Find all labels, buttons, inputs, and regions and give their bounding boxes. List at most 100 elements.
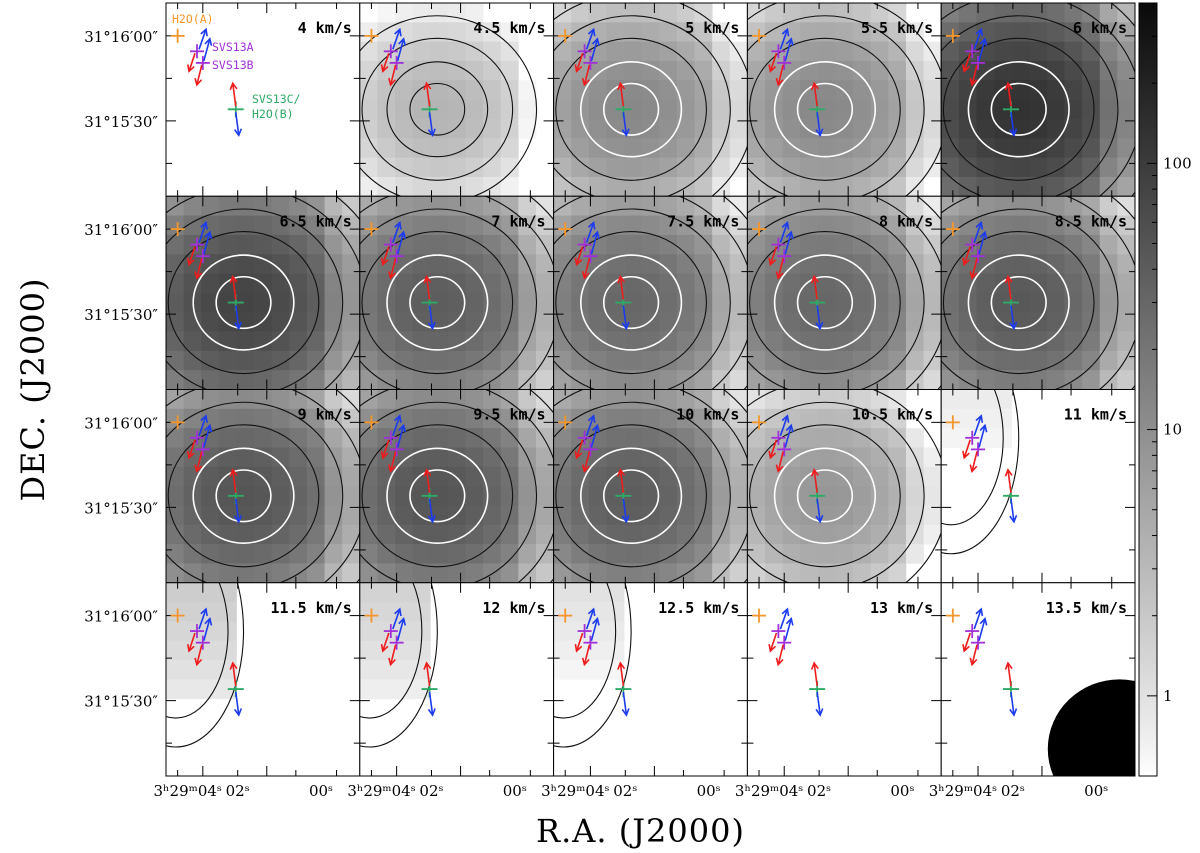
- heatmap-pixel: [782, 99, 801, 120]
- heatmap-pixel: [905, 428, 924, 448]
- contour-line: [553, 582, 617, 719]
- heatmap-pixel: [359, 370, 378, 390]
- heatmap-pixel: [835, 22, 854, 43]
- heatmap-pixel: [958, 196, 977, 216]
- outflow-arrow: [590, 230, 600, 255]
- heatmap-pixel: [994, 118, 1013, 139]
- heatmap-pixel: [641, 196, 660, 216]
- heatmap-pixel: [676, 138, 695, 158]
- heatmap-pixel: [1029, 350, 1048, 371]
- heatmap-pixel: [1029, 176, 1048, 197]
- heatmap-pixel: [958, 138, 977, 158]
- heatmap-pixel: [1064, 350, 1083, 371]
- heatmap-pixel: [324, 408, 343, 429]
- heatmap-pixel: [994, 389, 1013, 410]
- heatmap-pixel: [395, 447, 414, 468]
- heatmap-pixel: [694, 292, 713, 313]
- heatmap-pixel: [870, 41, 889, 62]
- heatmap-pixel: [395, 544, 414, 564]
- heatmap-pixel: [659, 80, 678, 101]
- heatmap-pixel: [553, 486, 572, 506]
- heatmap-pixel: [201, 486, 220, 506]
- heatmap-pixel: [483, 428, 502, 448]
- heatmap-pixel: [342, 505, 360, 526]
- heatmap-pixel: [359, 582, 378, 603]
- heatmap-pixel: [923, 196, 942, 216]
- heatmap-pixel: [817, 389, 836, 410]
- heatmap-pixel: [994, 234, 1013, 255]
- heatmap-pixel: [289, 254, 308, 274]
- heatmap-pixel: [1011, 196, 1030, 216]
- heatmap-pixel: [588, 22, 607, 43]
- heatmap-pixel: [465, 312, 484, 332]
- heatmap-pixel: [483, 544, 502, 564]
- heatmap-pixel: [395, 486, 414, 506]
- heatmap-pixel: [306, 292, 325, 313]
- heatmap-pixel: [676, 486, 695, 506]
- outflow-arrow: [969, 644, 978, 667]
- heatmap-pixel: [483, 176, 502, 197]
- outflow-arrow: [1009, 498, 1018, 524]
- heatmap-pixel: [853, 80, 872, 101]
- heatmap-pixel: [641, 563, 660, 583]
- heatmap-pixel: [905, 196, 924, 216]
- heatmap-pixel: [782, 331, 801, 352]
- heatmap-pixel: [976, 99, 995, 120]
- heatmap-pixel: [1011, 80, 1030, 101]
- heatmap-pixel: [624, 544, 643, 564]
- heatmap-pixel: [1082, 22, 1101, 43]
- y-tick-label: 31°15′30″: [84, 306, 158, 324]
- heatmap-pixel: [588, 60, 607, 81]
- heatmap-pixel: [289, 234, 308, 255]
- heatmap-pixel: [500, 196, 519, 216]
- source-marker: [190, 44, 205, 59]
- heatmap-pixel: [729, 486, 748, 506]
- heatmap-pixel: [465, 370, 484, 390]
- heatmap-pixel: [183, 524, 202, 545]
- heatmap-pixel: [395, 118, 414, 139]
- source-marker: [170, 222, 185, 237]
- heatmap-pixel: [588, 3, 607, 23]
- heatmap-pixel: [395, 312, 414, 332]
- heatmap-pixel: [606, 196, 625, 216]
- source-marker: [195, 442, 210, 457]
- heatmap-pixel: [1046, 273, 1065, 294]
- heatmap-pixel: [782, 80, 801, 101]
- outflow-arrow: [427, 112, 436, 137]
- heatmap-pixel: [500, 544, 519, 564]
- heatmap-pixel: [1082, 292, 1101, 313]
- heatmap-pixel: [254, 544, 273, 564]
- heatmap-pixel: [659, 215, 678, 236]
- heatmap-pixel: [236, 428, 255, 448]
- heatmap-pixel: [1117, 370, 1136, 390]
- contour-line: [386, 61, 489, 158]
- heatmap-pixel: [1117, 3, 1136, 23]
- velocity-label: 9.5 km/s: [473, 406, 545, 424]
- contour-line: [579, 254, 683, 351]
- heatmap-pixel: [905, 22, 924, 43]
- heatmap-pixel: [817, 196, 836, 216]
- heatmap-pixel: [888, 138, 907, 158]
- heatmap-pixel: [271, 389, 290, 410]
- heatmap-pixel: [782, 273, 801, 294]
- heatmap-pixel: [1046, 215, 1065, 236]
- heatmap-pixel: [853, 60, 872, 81]
- heatmap-pixel: [500, 524, 519, 545]
- heatmap-pixel: [994, 3, 1013, 23]
- heatmap-pixel: [800, 176, 819, 197]
- heatmap-pixel: [659, 563, 678, 583]
- heatmap-pixel: [817, 524, 836, 545]
- heatmap-pixel: [412, 234, 431, 255]
- heatmap-pixel: [800, 350, 819, 371]
- heatmap-pixel: [535, 447, 554, 468]
- heatmap-pixel: [958, 331, 977, 352]
- heatmap-pixel: [218, 563, 237, 583]
- heatmap-pixel: [676, 99, 695, 120]
- channel-panel: 5 km/s: [553, 2, 748, 197]
- heatmap-pixel: [395, 640, 414, 661]
- source-marker: [971, 55, 986, 70]
- source-marker: [752, 608, 767, 623]
- heatmap-pixel: [870, 215, 889, 236]
- source-marker: [364, 415, 379, 430]
- heatmap-pixel: [817, 80, 836, 101]
